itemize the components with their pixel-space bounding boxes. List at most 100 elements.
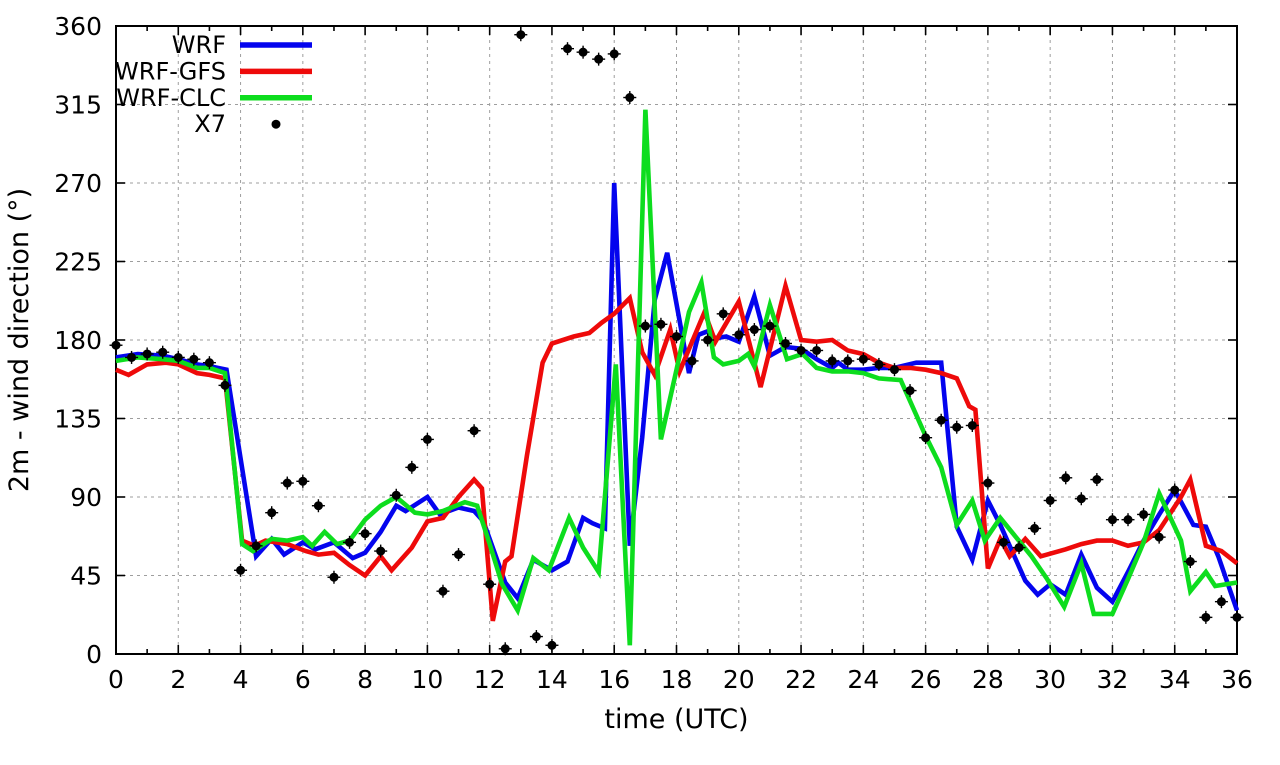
scatter-point [469,426,479,436]
scatter-point [204,358,214,368]
scatter-point [1170,485,1180,495]
y-tick-label-180: 180 [54,326,102,355]
scatter-point [765,321,775,331]
series-line-WRF-GFS [115,276,1239,622]
scatter-point [703,335,713,345]
scatter-point [142,349,152,359]
legend-label-WRF-CLC: WRF-CLC [116,84,226,112]
scatter-point [1201,612,1211,622]
scatter-point [500,644,510,654]
x-tick-label-18: 18 [661,665,693,694]
scatter-point [1216,597,1226,607]
y-tick-label-0: 0 [86,640,102,669]
legend-label-WRF: WRF [172,31,226,59]
scatter-point [1123,515,1133,525]
scatter-point [640,321,650,331]
scatter-point [1030,523,1040,533]
scatter-point [438,586,448,596]
scatter-point [422,434,432,444]
scatter-point [391,490,401,500]
scatter-point [282,478,292,488]
legend-item-WRF-CLC: WRF-CLC [116,84,312,112]
scatter-point [563,44,573,54]
x-tick-label-30: 30 [1034,665,1066,694]
series-points-X7 [109,28,1244,656]
scatter-point [827,356,837,366]
y-tick-label-135: 135 [54,405,102,434]
scatter-point [656,319,666,329]
x-tick-label-6: 6 [295,665,311,694]
x-tick-label-16: 16 [598,665,630,694]
scatter-point [749,325,759,335]
scatter-point [1185,557,1195,567]
x-tick-label-10: 10 [411,665,443,694]
x-tick-label-32: 32 [1097,665,1129,694]
scatter-point [267,508,277,518]
x-tick-label-34: 34 [1159,665,1191,694]
x-tick-label-26: 26 [910,665,942,694]
x-tick-label-12: 12 [474,665,506,694]
scatter-point [1107,515,1117,525]
scatter-point [796,345,806,355]
x-tick-label-14: 14 [536,665,568,694]
x-tick-label-24: 24 [847,665,879,694]
scatter-point [625,93,635,103]
scatter-point [998,537,1008,547]
scatter-point [189,354,199,364]
scatter-point [173,352,183,362]
scatter-point [578,47,588,57]
y-tick-label-45: 45 [70,562,102,591]
scatter-point [516,30,526,40]
scatter-point [298,476,308,486]
scatter-point [1139,509,1149,519]
series-line-WRF-CLC [115,109,1238,646]
legend-item-WRF-GFS: WRF-GFS [115,57,312,85]
scatter-point [360,529,370,539]
y-tick-label-315: 315 [54,91,102,120]
scatter-point [812,345,822,355]
legend-sample-point-X7 [271,119,281,129]
x-tick-label-2: 2 [170,665,186,694]
scatter-point [1014,543,1024,553]
scatter-point [251,541,261,551]
scatter-point [1076,494,1086,504]
scatter-point [609,49,619,59]
scatter-point [407,462,417,472]
scatter-point [718,309,728,319]
scatter-point [329,572,339,582]
scatter-point [127,352,137,362]
scatter-point [858,354,868,364]
scatter-point [1232,612,1242,622]
y-tick-label-270: 270 [54,169,102,198]
scatter-point [874,359,884,369]
scatter-point [1061,473,1071,483]
scatter-point [952,422,962,432]
scatter-point [936,415,946,425]
data-series [109,28,1244,656]
x-tick-label-20: 20 [723,665,755,694]
scatter-point [967,420,977,430]
scatter-point [236,565,246,575]
series-line-WRF [115,182,1240,612]
scatter-point [889,365,899,375]
x-tick-label-36: 36 [1221,665,1253,694]
scatter-point [111,340,121,350]
scatter-point [843,356,853,366]
scatter-point [687,356,697,366]
scatter-point [1045,495,1055,505]
x-tick-label-4: 4 [233,665,249,694]
legend-label-WRF-GFS: WRF-GFS [115,57,226,85]
y-axis-label: 2m - wind direction (°) [4,188,35,492]
scatter-point [454,550,464,560]
x-tick-labels: 0 2 4 6 8 10 12 14 16 18 20 22 24 26 28 30 32 34 36 [108,665,1253,694]
scatter-point [672,332,681,342]
x-axis-label: time (UTC) [604,704,748,735]
y-tick-label-360: 360 [54,12,102,41]
scatter-point [376,546,386,556]
scatter-point [921,433,931,443]
scatter-point [734,330,744,340]
scatter-point [905,386,915,396]
x-tick-label-28: 28 [972,665,1004,694]
